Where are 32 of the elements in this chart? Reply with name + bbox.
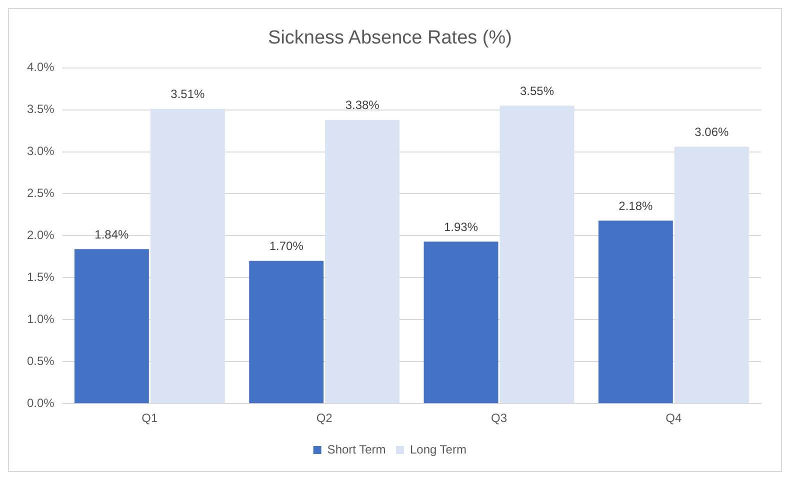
y-tick-label: 3.0%	[26, 144, 55, 158]
bar	[674, 146, 749, 404]
bar	[325, 120, 400, 404]
y-tick-label: 1.5%	[26, 270, 55, 284]
x-tick-label: Q2	[316, 411, 333, 426]
data-label: 1.70%	[269, 239, 304, 254]
y-tick-label: 0.5%	[26, 354, 55, 368]
bar	[598, 220, 673, 404]
data-label: 1.84%	[94, 227, 130, 242]
chart-title: Sickness Absence Rates (%)	[268, 28, 512, 49]
bar	[424, 242, 498, 404]
data-label: 3.38%	[345, 98, 380, 112]
data-label: 3.06%	[694, 125, 729, 140]
x-tick-label: Q1	[142, 411, 158, 426]
bar	[74, 249, 149, 404]
y-tick-label: 2.0%	[26, 228, 55, 242]
legend-label: Long Term	[410, 442, 466, 456]
y-tick-label: 4.0%	[26, 60, 55, 74]
data-label: 2.18%	[618, 198, 654, 213]
bar	[249, 260, 324, 404]
x-tick-label: Q4	[666, 411, 682, 426]
data-label: 1.93%	[444, 220, 478, 234]
bar	[150, 108, 225, 404]
data-label: 3.51%	[170, 87, 206, 102]
y-tick-label: 2.5%	[26, 186, 55, 200]
y-tick-label: 3.5%	[26, 102, 55, 116]
y-tick-label: 0.0%	[26, 396, 55, 410]
legend-label: Short Term	[327, 442, 386, 456]
x-tick-label: Q3	[491, 411, 508, 426]
bar	[500, 106, 574, 404]
y-tick-label: 1.0%	[26, 312, 55, 326]
data-label: 3.55%	[520, 84, 554, 98]
